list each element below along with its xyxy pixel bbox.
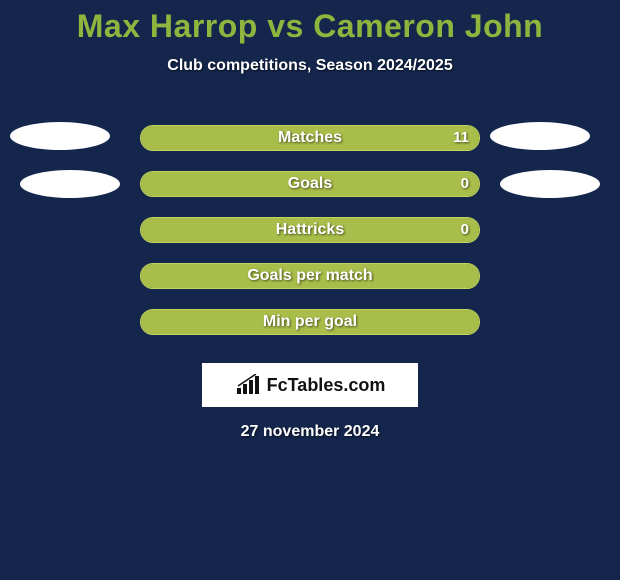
stat-bar: Goals0 [140,171,480,197]
stat-bar: Goals per match [140,263,480,289]
stat-bars: Matches11Goals0Hattricks0Goals per match… [0,115,620,345]
left-ellipse [20,170,120,198]
stat-value: 11 [453,126,469,150]
logo-text: FcTables.com [267,375,386,396]
stat-label: Hattricks [141,218,479,242]
stat-row: Goals0 [0,161,620,207]
stat-row: Matches11 [0,115,620,161]
page-subtitle: Club competitions, Season 2024/2025 [0,57,620,75]
stat-value: 0 [461,218,469,242]
stat-row: Goals per match [0,253,620,299]
date-line: 27 november 2024 [0,423,620,441]
stat-label: Goals [141,172,479,196]
right-ellipse [500,170,600,198]
bars-icon [235,374,263,396]
stat-bar: Hattricks0 [140,217,480,243]
stat-value: 0 [461,172,469,196]
stat-label: Min per goal [141,310,479,334]
page-background: Max Harrop vs Cameron John Club competit… [0,0,620,580]
stat-label: Goals per match [141,264,479,288]
stat-bar: Matches11 [140,125,480,151]
stat-row: Hattricks0 [0,207,620,253]
right-ellipse [490,122,590,150]
page-title: Max Harrop vs Cameron John [0,0,620,45]
stat-bar: Min per goal [140,309,480,335]
stat-label: Matches [141,126,479,150]
stat-row: Min per goal [0,299,620,345]
left-ellipse [10,122,110,150]
logo-box: FcTables.com [202,363,418,407]
